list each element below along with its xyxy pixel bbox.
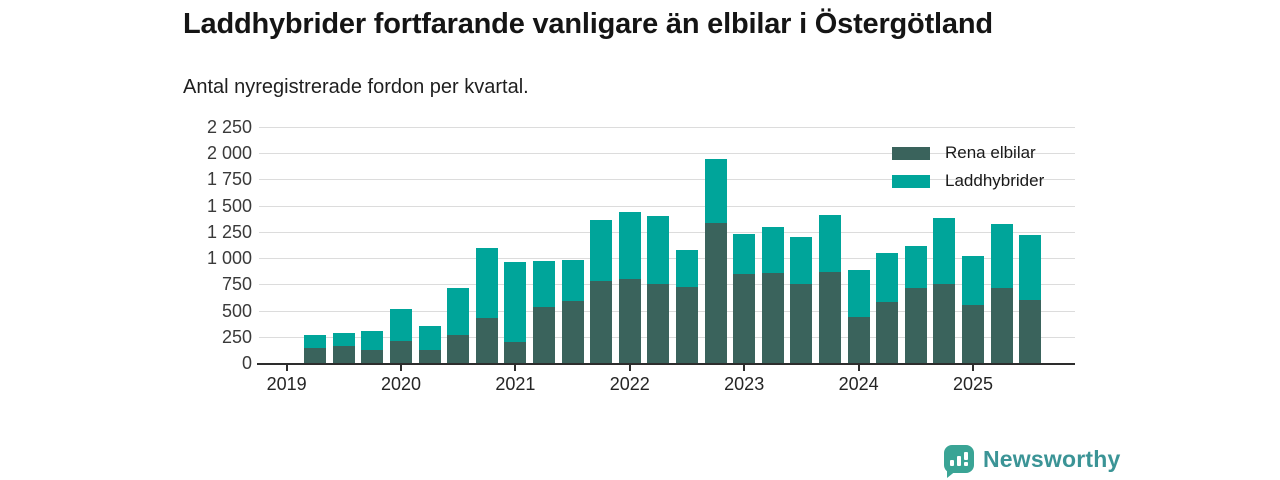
bar-2020-Q1-laddhybrid [390,308,412,341]
bar-2021-Q4-elbil [590,280,613,363]
bar-2020-Q3-laddhybrid [447,288,470,335]
bar-2022-Q4-elbil [704,223,727,363]
bar-2021-Q3-laddhybrid [561,259,584,301]
legend-item-rena-elbilar: Rena elbilar [892,142,1044,164]
exclamation-glyph [964,452,968,466]
x-tick-2021 [514,365,517,371]
bar-2019-Q3-laddhybrid [332,333,355,346]
chart-legend: Rena elbilar Laddhybrider [892,142,1044,192]
x-axis-label: 2019 [266,374,307,394]
newsworthy-logo-icon [944,445,974,478]
bar-2023-Q4-elbil [819,272,841,363]
bar-2023-Q3-elbil [790,283,813,363]
gridline-1750 [259,179,1075,181]
bar-2023-Q2-elbil [761,273,784,363]
legend-swatch-elbilar [892,146,930,160]
y-axis-label: 1 000 [206,248,252,269]
x-tick-2024 [857,365,860,371]
bar-2021-Q1-elbil [504,342,527,363]
brand-name: Newsworthy [983,445,1121,472]
x-axis-label: 2020 [380,374,422,394]
bar-2023-Q2-laddhybrid [761,226,784,274]
bar-2020-Q4-laddhybrid [475,247,498,318]
gridline-2250 [259,127,1075,128]
y-axis-label: 2 000 [206,143,252,164]
bar-2020-Q2-elbil [418,349,441,363]
bar-2022-Q1-elbil [618,278,641,363]
bar-2024-Q1-elbil [847,316,870,363]
bar-2024-Q4-elbil [933,283,956,363]
y-axis-label: 1 750 [206,169,252,190]
bar-2022-Q4-laddhybrid [704,158,727,223]
y-axis-label: 1 250 [206,221,252,242]
bar-2025-Q3-laddhybrid [1019,234,1042,300]
gridline-1500 [259,205,1075,207]
bar-2022-Q2-laddhybrid [647,215,670,284]
bar-2025-Q2-elbil [990,288,1013,363]
x-axis-label: 2023 [724,374,765,394]
bar-2020-Q3-elbil [447,334,470,363]
y-axis-label: 1 500 [206,195,252,216]
bar-2019-Q2-laddhybrid [304,334,327,349]
legend-item-laddhybrider: Laddhybrider [892,170,1044,192]
bar-2021-Q2-elbil [533,307,555,363]
bar-2019-Q4-laddhybrid [361,330,384,350]
chart-subtitle: Antal nyregistrerade fordon per kvartal. [183,76,529,98]
x-axis-label: 2024 [838,374,879,394]
bar-2024-Q3-laddhybrid [904,245,927,288]
legend-label: Laddhybrider [945,171,1045,190]
x-tick-2019 [285,365,288,371]
bar-2025-Q3-elbil [1019,299,1042,363]
chart-title: Laddhybrider fortfarande vanligare än el… [183,8,993,40]
legend-swatch-laddhybrider [892,174,930,188]
y-axis-label: 250 [221,326,252,347]
x-tick-2025 [972,365,974,371]
bar-2020-Q2-laddhybrid [418,325,441,350]
bar-2020-Q4-elbil [475,317,498,363]
bar-2022-Q3-laddhybrid [676,250,698,287]
y-axis-label: 750 [221,274,252,295]
x-axis-label: 2022 [609,374,650,394]
legend-label: Rena elbilar [945,143,1036,162]
bar-2023-Q1-elbil [733,273,756,363]
x-axis-line [257,363,1075,365]
gridline-2000 [259,153,1075,155]
bar-chart-glyph [944,445,974,473]
bar-2021-Q4-laddhybrid [590,219,613,281]
bar-2024-Q4-laddhybrid [933,217,956,284]
x-tick-2020 [400,365,402,371]
bar-2022-Q1-laddhybrid [618,212,641,279]
bar-2019-Q3-elbil [332,345,355,363]
y-axis-label: 2 250 [206,117,252,137]
x-tick-2023 [743,365,746,371]
bar-2024-Q1-laddhybrid [847,270,870,317]
bar-2025-Q1-laddhybrid [962,256,984,306]
bar-2020-Q1-elbil [390,341,412,363]
bar-2025-Q1-elbil [962,305,984,363]
bar-2021-Q1-laddhybrid [504,262,527,342]
x-tick-2022 [628,365,631,371]
bar-2024-Q2-elbil [876,301,899,363]
bar-2019-Q2-elbil [304,348,327,363]
newsworthy-branding: Newsworthy [944,445,1121,478]
bar-2023-Q3-laddhybrid [790,237,813,284]
bar-2024-Q2-laddhybrid [876,252,899,302]
x-axis-label: 2025 [952,374,994,394]
bar-2022-Q2-elbil [647,283,670,363]
y-axis-label: 500 [221,300,252,321]
bar-2024-Q3-elbil [904,288,927,363]
bar-2023-Q4-laddhybrid [819,214,841,273]
bar-2022-Q3-elbil [676,287,698,363]
x-axis-label: 2021 [495,374,536,394]
bar-2025-Q2-laddhybrid [990,223,1013,288]
bar-2021-Q2-laddhybrid [533,261,555,308]
logo-speech-tail [947,470,957,478]
y-axis-label: 0 [241,353,252,373]
bar-2019-Q4-elbil [361,349,384,363]
bar-2021-Q3-elbil [561,300,584,363]
bar-2023-Q1-laddhybrid [733,234,756,274]
